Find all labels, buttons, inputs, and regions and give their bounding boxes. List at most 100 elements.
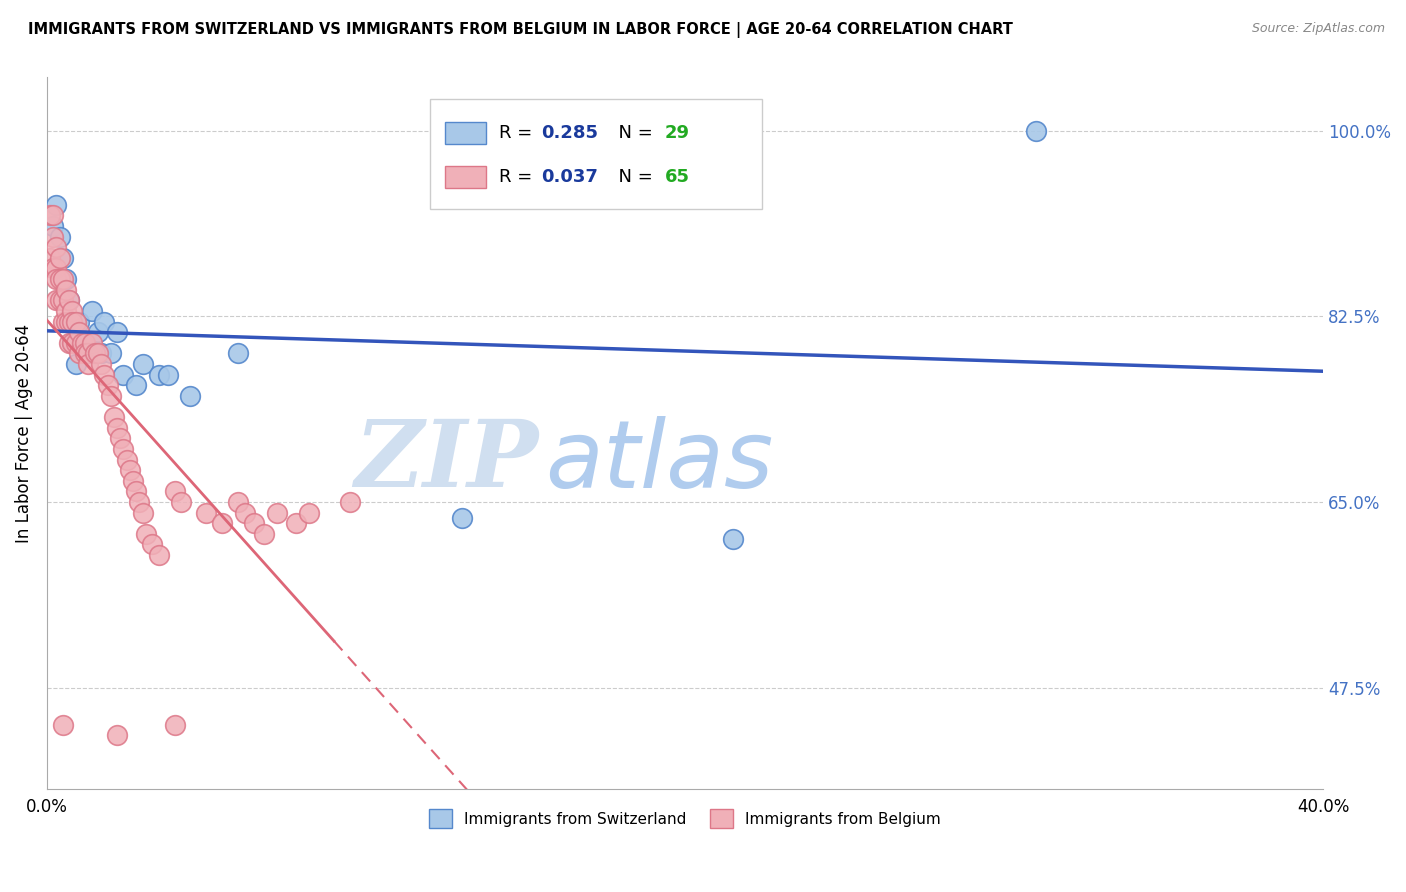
Point (100, 389, 122, 403)
Text: 0.037: 0.037 (541, 168, 598, 186)
Point (90, 346, 112, 360)
Point (55, 304, 77, 318)
Point (87, 346, 110, 360)
Point (83, 346, 105, 360)
Point (45, 293, 67, 308)
Point (93, 314, 115, 328)
Point (65, 314, 87, 328)
Point (62, 304, 84, 318)
Point (55, 272, 77, 286)
Text: ZIP: ZIP (354, 417, 538, 507)
Point (112, 368, 135, 382)
Point (110, 431, 132, 445)
Point (45, 198, 67, 212)
Point (233, 506, 256, 520)
Point (90, 357, 112, 371)
Legend: Immigrants from Switzerland, Immigrants from Belgium: Immigrants from Switzerland, Immigrants … (423, 804, 946, 834)
Text: N =: N = (607, 168, 658, 186)
Point (112, 442, 135, 456)
Point (211, 516, 233, 531)
Point (75, 335, 97, 350)
Point (58, 314, 80, 328)
Point (65, 357, 87, 371)
Point (131, 506, 153, 520)
Point (42, 208, 65, 222)
Point (135, 526, 157, 541)
Point (179, 389, 201, 403)
Point (42, 261, 65, 276)
Point (122, 474, 145, 488)
Point (70, 335, 93, 350)
Point (48, 293, 70, 308)
Point (62, 335, 84, 350)
Point (96, 378, 118, 392)
Text: 29: 29 (665, 124, 689, 142)
FancyBboxPatch shape (430, 99, 762, 209)
Text: N =: N = (607, 124, 658, 142)
Point (105, 420, 128, 434)
Point (42, 219, 65, 233)
Point (163, 718, 186, 732)
Point (58, 335, 80, 350)
Point (125, 484, 148, 499)
Point (77, 357, 100, 371)
Point (105, 729, 128, 743)
Point (45, 240, 67, 254)
Point (55, 283, 77, 297)
Point (1025, 123, 1047, 137)
Point (131, 357, 153, 371)
Point (170, 495, 193, 509)
Point (228, 495, 250, 509)
Point (115, 452, 138, 467)
Point (128, 495, 150, 509)
Point (87, 325, 110, 339)
Point (58, 293, 80, 308)
Point (75, 346, 97, 360)
Point (100, 346, 122, 360)
Point (284, 516, 307, 531)
Point (52, 718, 75, 732)
Point (339, 495, 361, 509)
Text: R =: R = (499, 124, 537, 142)
Point (67, 346, 90, 360)
Point (39, 208, 62, 222)
Point (125, 378, 148, 392)
Point (103, 410, 125, 425)
Point (80, 304, 103, 318)
Point (45, 261, 67, 276)
Point (45, 272, 67, 286)
Point (39, 251, 62, 265)
Point (195, 506, 218, 520)
Point (48, 229, 70, 244)
Point (721, 532, 744, 546)
Point (118, 463, 141, 477)
Y-axis label: In Labor Force | Age 20-64: In Labor Force | Age 20-64 (15, 324, 32, 542)
Point (42, 229, 65, 244)
Text: IMMIGRANTS FROM SWITZERLAND VS IMMIGRANTS FROM BELGIUM IN LABOR FORCE | AGE 20-6: IMMIGRANTS FROM SWITZERLAND VS IMMIGRANT… (28, 22, 1012, 38)
Text: atlas: atlas (544, 416, 773, 507)
Point (67, 325, 90, 339)
Point (163, 484, 186, 499)
Point (77, 346, 100, 360)
Point (48, 272, 70, 286)
Point (266, 506, 288, 520)
Text: R =: R = (499, 168, 537, 186)
Point (77, 346, 100, 360)
Point (48, 251, 70, 265)
Point (141, 537, 163, 551)
Point (62, 314, 84, 328)
Text: 0.285: 0.285 (541, 124, 598, 142)
Text: Source: ZipAtlas.com: Source: ZipAtlas.com (1251, 22, 1385, 36)
Point (52, 272, 75, 286)
Point (148, 368, 170, 382)
Point (253, 526, 276, 541)
Point (58, 293, 80, 308)
Point (228, 346, 250, 360)
Point (450, 511, 472, 525)
Point (297, 506, 319, 520)
Point (67, 314, 90, 328)
Point (105, 325, 128, 339)
Point (243, 516, 266, 531)
Bar (446, 121, 486, 145)
Point (148, 548, 170, 562)
